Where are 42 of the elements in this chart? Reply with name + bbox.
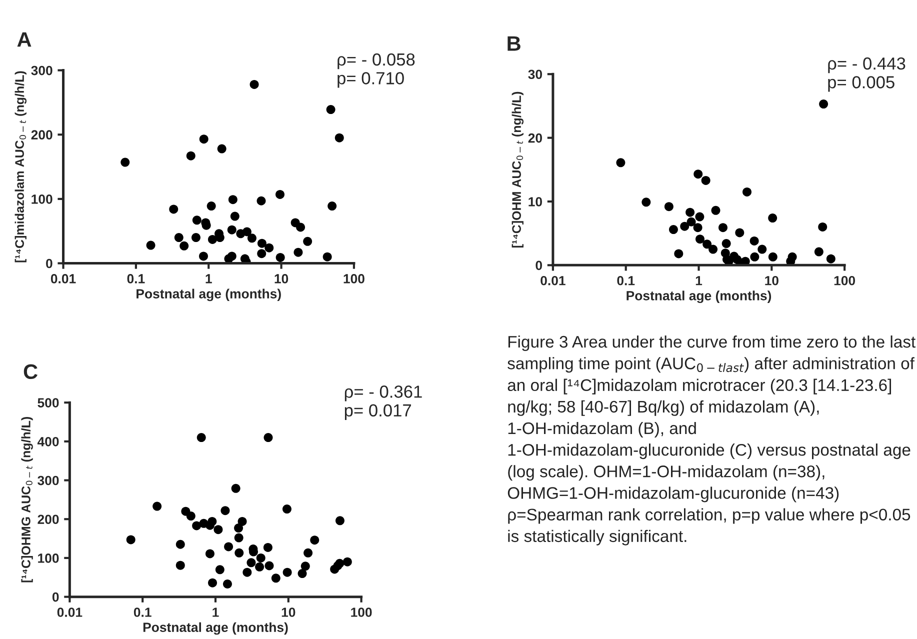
y-tick-label: 0 <box>536 260 542 270</box>
y-tick-label: 10 <box>528 197 542 206</box>
x-tick-label: 0.1 <box>127 274 145 284</box>
text: Figure 3 Area under the curve from time zero to the last sampling time point (AUC$_{0−tlast}$) after administration of an oral [¹⁴C]midazolam microtracer (20.3 [14.1-23.6] ng/kg; 58 [40-67] Bq/kg) of midazolam (A), 1-OH-midazolam (B), and 1-OH-midazolam-glucuronide (C) versus postnatal age (log scale). OHM=1-OH-midazolam (n=38), OHMG=1-OH-midazolam-glucuronide (n=43) ρ=Spearman rank correlation, p=p value where p<0.05 is statistically significant. <box>508 335 916 546</box>
x-tick-label: 1 <box>212 608 219 617</box>
y-tick-label: 500 <box>38 398 59 408</box>
x-tick-label: 100 <box>834 276 856 286</box>
x-tick-label: 0.1 <box>617 276 635 286</box>
chart-title: B <box>508 36 520 51</box>
x-tick-label: 0.01 <box>540 276 566 286</box>
x-axis-title: Postnatal age (months) <box>626 290 772 304</box>
y-tick-label: 300 <box>38 476 59 486</box>
x-tick-label: 10 <box>765 276 778 286</box>
x-axis-title: Postnatal age (months) <box>136 288 281 302</box>
y-tick-label: 100 <box>38 554 59 563</box>
x-tick-label: 0.1 <box>134 608 152 617</box>
y-tick-label: 20 <box>528 133 542 143</box>
y-tick-label: 30 <box>528 70 542 80</box>
chart-title: C <box>24 364 38 380</box>
annotation: ρ= - 0.058 p= 0.710 <box>338 53 415 88</box>
annotation: ρ= - 0.361 p= 0.017 <box>344 386 422 420</box>
chart-title: A <box>17 32 32 47</box>
y-tick-label: 0 <box>46 258 52 268</box>
y-tick-label: 100 <box>32 194 52 204</box>
x-tick-label: 100 <box>351 608 372 617</box>
x-tick-label: 10 <box>282 608 296 617</box>
y-axis-title: [¹⁴C]OHMG AUC$_{0−t}$ (ng/h/L) <box>21 417 33 582</box>
y-tick-label: 300 <box>31 66 52 76</box>
y-tick-label: 200 <box>31 130 52 140</box>
y-axis-title: [¹⁴C]OHM AUC$_{0−t}$ (ng/h/L) <box>512 92 524 248</box>
x-tick-label: 100 <box>344 274 364 284</box>
y-tick-label: 0 <box>52 592 59 602</box>
y-tick-label: 400 <box>37 436 59 446</box>
y-axis-title: [¹⁴C]midazolam AUC$_{0−t}$ (ng/h/L) <box>14 71 27 262</box>
x-tick-label: 1 <box>206 274 212 284</box>
y-tick-label: 200 <box>38 514 59 524</box>
x-tick-label: 1 <box>696 276 702 286</box>
x-axis-title: Postnatal age (months) <box>143 622 288 635</box>
x-tick-label: 10 <box>274 274 288 284</box>
x-tick-label: 0.01 <box>57 608 82 617</box>
annotation: ρ= - 0.443 p= 0.005 <box>828 57 906 92</box>
x-tick-label: 0.01 <box>50 274 76 284</box>
